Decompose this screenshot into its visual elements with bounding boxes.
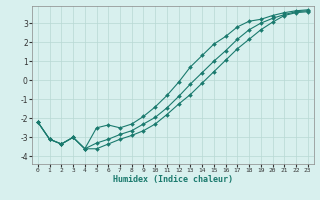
- X-axis label: Humidex (Indice chaleur): Humidex (Indice chaleur): [113, 175, 233, 184]
